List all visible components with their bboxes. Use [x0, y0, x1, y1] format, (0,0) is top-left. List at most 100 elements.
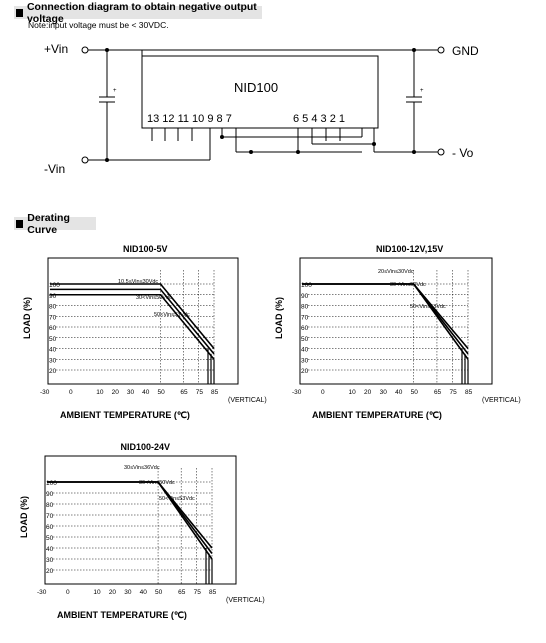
x-tick-label: 0 — [69, 389, 73, 396]
x-tick-label: 10 — [96, 389, 104, 396]
y-tick-label: 100 — [46, 480, 57, 487]
bullet-square-icon — [16, 219, 24, 228]
y-tick-label: 60 — [49, 325, 57, 332]
annotation-label: 20≤Vin≤30Vdc — [378, 269, 414, 275]
y-tick-label: 40 — [46, 546, 54, 553]
x-axis-label: AMBIENT TEMPERATURE (℃) — [57, 610, 187, 620]
annotation-label: 30<Vin≤50Vdc — [136, 295, 172, 301]
plot-frame — [47, 257, 239, 385]
x-axis-label: AMBIENT TEMPERATURE (℃) — [60, 410, 190, 420]
x-tick-label: -30 — [40, 389, 50, 396]
y-axis-label: LOAD (%) — [19, 496, 29, 538]
y-axis-label: LOAD (%) — [274, 297, 284, 339]
x-tick-label: 85 — [465, 389, 473, 396]
annotation-label: 10.5≤Vin≤30Vdc — [118, 279, 158, 285]
x-tick-label: 20 — [364, 389, 372, 396]
y-tick-label: 40 — [301, 347, 309, 354]
y-tick-label: 60 — [46, 524, 54, 531]
y-tick-label: 50 — [49, 336, 57, 343]
x-tick-label: 20 — [109, 589, 117, 596]
pin-numbers-left: 13 12 11 10 9 8 7 — [147, 113, 232, 125]
x-tick-label: 0 — [321, 389, 325, 396]
series-line — [50, 293, 215, 360]
x-tick-label: 65 — [434, 389, 442, 396]
annotation-label: 30≤Vin≤36Vdc — [124, 465, 160, 471]
gnd-label: GND — [452, 44, 479, 58]
x-axis-label: AMBIENT TEMPERATURE (℃) — [312, 410, 442, 420]
y-tick-label: 30 — [301, 357, 309, 364]
x-tick-label: 85 — [211, 389, 219, 396]
y-tick-label: 50 — [46, 535, 54, 542]
vo-minus-label: - Vo — [452, 146, 474, 160]
input-voltage-note: Note:input voltage must be < 30VDC. — [28, 20, 169, 30]
y-tick-label: 90 — [49, 293, 57, 300]
y-tick-label: 60 — [301, 325, 309, 332]
section-header-derating: Derating Curve — [14, 212, 96, 236]
x-tick-label: -30 — [37, 589, 47, 596]
y-tick-label: 30 — [49, 357, 57, 364]
x-tick-label: 65 — [178, 589, 186, 596]
y-tick-label: 100 — [301, 282, 312, 289]
x-tick-label: 40 — [395, 389, 403, 396]
x-tick-label: 50 — [157, 389, 165, 396]
y-tick-label: 40 — [49, 347, 57, 354]
connection-diagram: +Vin -Vin GND - Vo NID100 13 12 11 10 9 … — [44, 42, 479, 176]
x-tick-label: 40 — [140, 589, 148, 596]
y-tick-label: 90 — [301, 293, 309, 300]
x-tick-label: 75 — [449, 389, 457, 396]
y-tick-label: 80 — [301, 304, 309, 311]
annotation-label: 50<Vin≤53Vdc — [159, 496, 195, 502]
x-tick-label: 10 — [349, 389, 357, 396]
x-tick-label: 10 — [93, 589, 101, 596]
chart-title: NID100-12V,15V — [376, 244, 443, 254]
section-title: Connection diagram to obtain negative ou… — [26, 0, 257, 25]
chart-title: NID100-24V — [121, 442, 171, 452]
series-line — [302, 283, 469, 360]
derating-chart-5v: NID100-5V 100 90 80 70 60 50 40 30 20 -30 0 10 20 30 40… — [22, 244, 267, 420]
series-line — [50, 283, 215, 350]
vin-plus-label: +Vin — [44, 42, 68, 56]
series-line — [47, 481, 213, 560]
x-tick-label: 50 — [155, 589, 163, 596]
derating-chart-24v: NID100-24V 100 90 80 70 60 50 40 30 20 -30 0 10 20 30 4… — [19, 442, 265, 620]
x-tick-label: 30 — [380, 389, 388, 396]
annotation-label: 50<Vin≤53Vdc — [410, 304, 446, 310]
y-axis-label: LOAD (%) — [22, 297, 32, 339]
y-tick-label: 100 — [49, 282, 60, 289]
x-unit-note: (VERTICAL) — [228, 397, 267, 404]
y-tick-label: 80 — [46, 502, 54, 509]
series-line — [50, 288, 215, 355]
annotation-label: 36<Vin≤50Vdc — [139, 480, 175, 486]
bullet-square-icon — [16, 8, 23, 17]
chart-title: NID100-5V — [123, 244, 168, 254]
x-tick-label: 75 — [196, 389, 204, 396]
annotation-label: 50<Vin≤53Vdc — [154, 312, 190, 318]
plot-frame — [44, 455, 237, 585]
pin-numbers-right: 6 5 4 3 2 1 — [293, 113, 345, 125]
derating-chart-12v-15v: NID100-12V,15V 100 90 80 70 60 50 40 30 20 -30 0 10 2… — [274, 244, 521, 420]
section-title: Derating Curve — [27, 211, 70, 236]
y-tick-label: 20 — [49, 368, 57, 375]
section-header-connection: Connection diagram to obtain negative ou… — [14, 1, 262, 25]
x-tick-label: 30 — [124, 589, 132, 596]
y-tick-label: 70 — [301, 314, 309, 321]
y-tick-label: 20 — [301, 368, 309, 375]
x-tick-label: 50 — [411, 389, 419, 396]
x-tick-label: 75 — [194, 589, 202, 596]
y-tick-label: 80 — [49, 304, 57, 311]
x-tick-label: 30 — [127, 389, 135, 396]
vin-minus-label: -Vin — [44, 162, 65, 176]
x-unit-note: (VERTICAL) — [482, 397, 521, 404]
x-tick-label: 85 — [209, 589, 217, 596]
x-tick-label: 0 — [66, 589, 70, 596]
x-tick-label: 20 — [112, 389, 120, 396]
y-tick-label: 20 — [46, 568, 54, 575]
x-tick-label: 40 — [142, 389, 150, 396]
annotation-label: 30<Vin≤50Vdc — [390, 282, 426, 288]
y-tick-label: 50 — [301, 336, 309, 343]
y-tick-label: 70 — [49, 314, 57, 321]
y-tick-label: 90 — [46, 491, 54, 498]
x-tick-label: -30 — [292, 389, 302, 396]
cap-left-plus: + — [113, 88, 117, 94]
plot-frame — [299, 257, 493, 385]
